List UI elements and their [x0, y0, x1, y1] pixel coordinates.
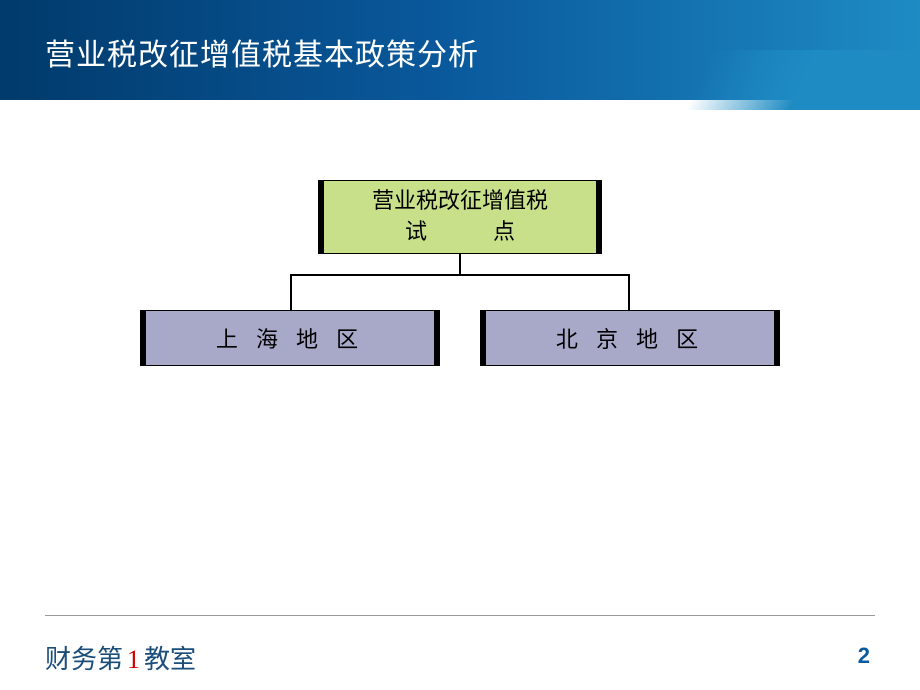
connector: [459, 254, 461, 274]
root-node: 营业税改征增值税 试 点: [318, 180, 602, 254]
slide-footer: 财务第1教室 2: [0, 615, 920, 690]
child-node-left: 上 海 地 区: [140, 310, 440, 366]
page-number: 2: [858, 643, 870, 669]
child-label: 北 京 地 区: [556, 322, 704, 354]
connector: [628, 274, 630, 310]
slide-title: 营业税改征增值税基本政策分析: [45, 30, 479, 74]
slide-header: 营业税改征增值税基本政策分析: [0, 0, 920, 100]
root-label-line2: 试 点: [405, 217, 515, 248]
connector: [290, 274, 292, 310]
footer-prefix: 财务第: [45, 645, 123, 674]
root-label-line1: 营业税改征增值税: [372, 186, 548, 217]
child-label: 上 海 地 区: [216, 322, 364, 354]
connector: [290, 274, 630, 276]
child-node-right: 北 京 地 区: [480, 310, 780, 366]
footer-brand: 财务第1教室: [45, 639, 196, 676]
footer-number: 1: [127, 645, 140, 674]
footer-divider: [45, 615, 875, 616]
footer-suffix: 教室: [144, 645, 196, 674]
org-chart: 营业税改征增值税 试 点 上 海 地 区 北 京 地 区: [110, 180, 810, 430]
header-accent-shape: [686, 50, 920, 110]
